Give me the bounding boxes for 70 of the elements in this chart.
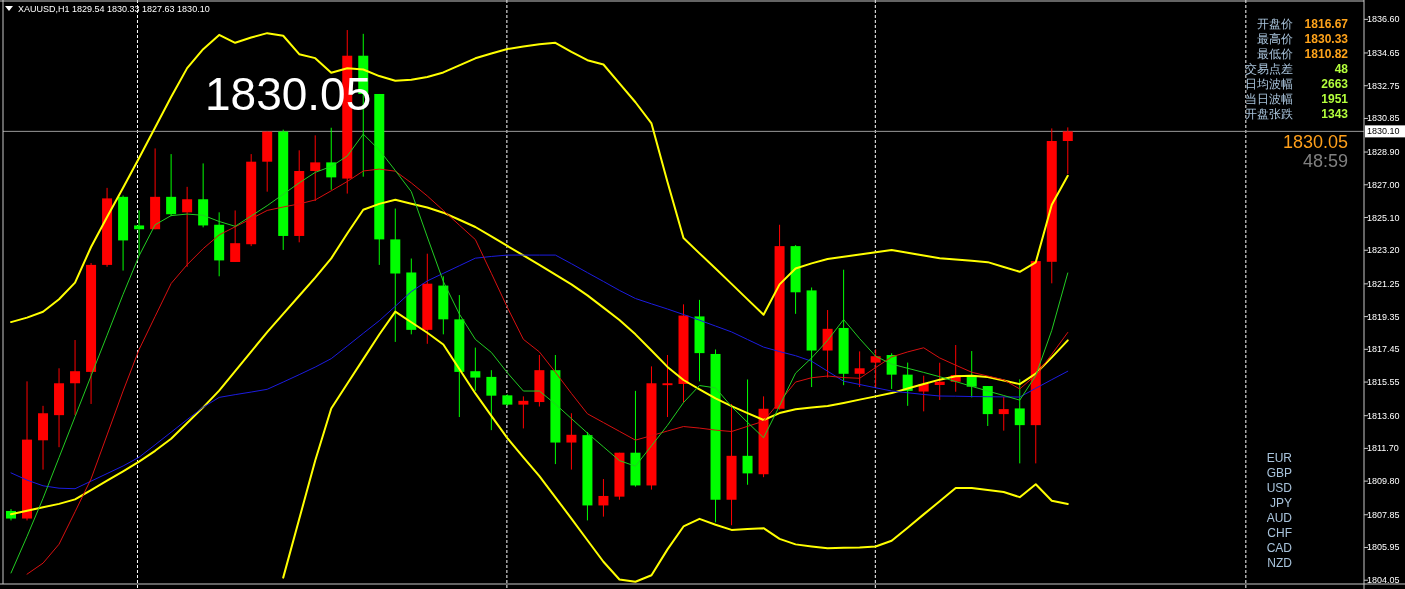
- ref-line-label: 1830.10: [1367, 126, 1400, 137]
- y-tick-label: 1819.35: [1367, 311, 1400, 322]
- candlestick: [518, 395, 529, 429]
- annotation: JPY: [1269, 496, 1292, 510]
- annotation: CHF: [1267, 526, 1292, 540]
- candlestick: [134, 209, 145, 257]
- line-series: [10, 32, 1069, 324]
- y-tick-label: 1825.10: [1367, 212, 1400, 223]
- annotation: 开盘张跌: [1245, 107, 1293, 121]
- candlestick: [326, 127, 337, 191]
- candlestick: [182, 186, 193, 268]
- annotation: 1830.33: [1304, 32, 1349, 46]
- candlestick: [486, 369, 497, 431]
- annotation: 1951: [1321, 92, 1349, 106]
- y-tick-label: 1827.00: [1367, 179, 1400, 190]
- candlestick: [662, 354, 673, 418]
- candlestick: [742, 378, 753, 486]
- y-tick-label: 1805.95: [1367, 542, 1400, 553]
- y-tick-label: 1813.60: [1367, 410, 1400, 421]
- annotation: 交易点差: [1245, 62, 1293, 76]
- candlestick: [310, 134, 321, 202]
- annotation: 1343: [1321, 107, 1349, 121]
- annotation: 当日波幅: [1245, 92, 1293, 106]
- candlestick: [1014, 378, 1025, 464]
- line-series: [282, 310, 1069, 583]
- y-tick-label: 1804.05: [1367, 575, 1400, 586]
- annotation: AUD: [1266, 511, 1293, 525]
- annotation: 1830.05: [1282, 132, 1348, 152]
- y-tick-label: 1830.85: [1367, 113, 1400, 124]
- candlestick: [70, 339, 81, 416]
- annotation: USD: [1266, 481, 1293, 495]
- candlestick: [230, 209, 241, 263]
- y-tick-label: 1836.60: [1367, 14, 1400, 25]
- candlestick: [934, 362, 945, 401]
- annotation: 最高价: [1257, 32, 1293, 46]
- annotation: NZD: [1267, 556, 1293, 570]
- annotation: 开盘价: [1257, 17, 1293, 31]
- candlestick: [166, 153, 177, 217]
- chart-title: XAUUSD,H1 1829.54 1830.33 1827.63 1830.10: [18, 4, 210, 14]
- candlestick: [566, 412, 577, 471]
- y-tick-label: 1807.85: [1367, 509, 1400, 520]
- y-tick-label: 1828.90: [1367, 147, 1400, 158]
- annotation: 48:59: [1302, 151, 1348, 171]
- line-series: [10, 254, 1069, 490]
- annotation: 1816.67: [1304, 17, 1349, 31]
- candlestick: [470, 347, 481, 392]
- y-tick-label: 1832.75: [1367, 80, 1400, 91]
- y-tick-label: 1823.20: [1367, 245, 1400, 256]
- candlestick: [918, 375, 929, 412]
- y-tick-label: 1809.80: [1367, 476, 1400, 487]
- annotation: EUR: [1266, 451, 1293, 465]
- y-tick-label: 1834.65: [1367, 47, 1400, 58]
- candlestick: [998, 396, 1009, 432]
- annotation: 日均波幅: [1245, 77, 1293, 91]
- annotation: 2663: [1321, 77, 1349, 91]
- candlestick: [822, 309, 833, 379]
- annotation: 1810.82: [1304, 47, 1349, 61]
- annotation: GBP: [1266, 466, 1292, 480]
- y-tick-label: 1811.70: [1367, 443, 1399, 454]
- line-series: [10, 198, 1069, 516]
- y-tick-label: 1821.25: [1367, 278, 1400, 289]
- candlestick: [870, 349, 881, 388]
- annotation: 48: [1334, 62, 1349, 76]
- y-tick-label: 1815.55: [1367, 377, 1400, 388]
- annotation: CAD: [1266, 541, 1293, 555]
- annotation: 最低价: [1257, 47, 1293, 61]
- candlestick: [598, 478, 609, 518]
- y-tick-label: 1817.45: [1367, 344, 1400, 355]
- candlestick: [1062, 126, 1073, 175]
- candlestick: [854, 350, 865, 388]
